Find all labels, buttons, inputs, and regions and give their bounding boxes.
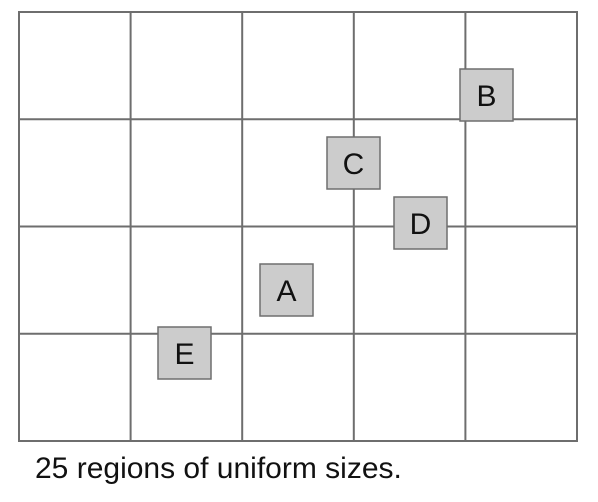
box-e: E	[157, 326, 212, 380]
box-a-rect	[259, 263, 314, 317]
box-c: C	[326, 136, 381, 190]
labeled-boxes: B C D A E	[157, 68, 514, 380]
grid-diagram: B C D A E	[18, 11, 578, 442]
box-a-label: A	[276, 275, 296, 308]
box-d: D	[393, 196, 448, 250]
box-d-rect	[393, 196, 448, 250]
box-e-label: E	[174, 338, 194, 371]
box-c-label: C	[343, 148, 365, 181]
box-a: A	[259, 263, 314, 317]
box-b-label: B	[476, 80, 496, 113]
box-b: B	[459, 68, 514, 122]
caption: 25 regions of uniform sizes.	[35, 452, 402, 485]
box-d-label: D	[410, 208, 432, 241]
box-e-rect	[157, 326, 212, 380]
box-c-rect	[326, 136, 381, 190]
box-b-rect	[459, 68, 514, 122]
